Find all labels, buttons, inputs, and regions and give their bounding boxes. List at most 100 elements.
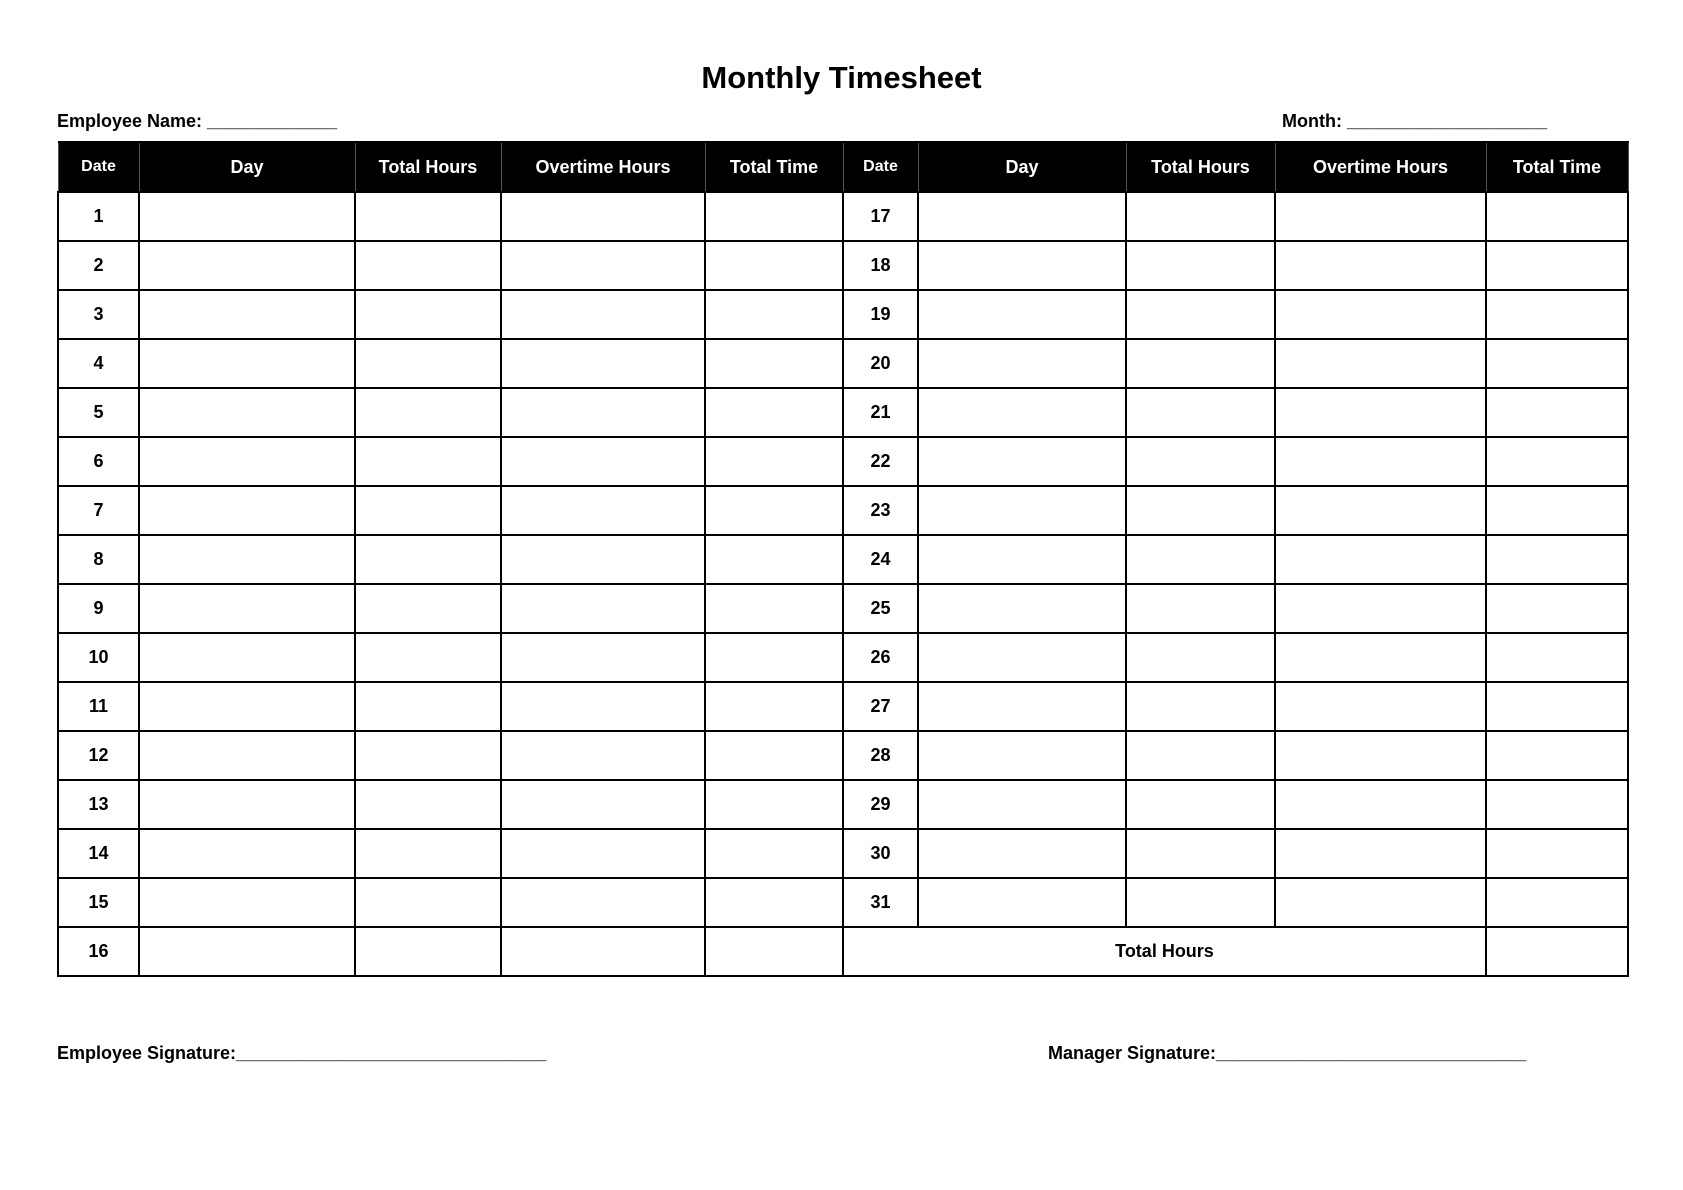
entry-cell[interactable]	[1485, 436, 1629, 487]
entry-cell[interactable]	[1274, 534, 1487, 585]
entry-cell[interactable]	[917, 240, 1127, 291]
entry-cell[interactable]	[354, 681, 502, 732]
entry-cell[interactable]	[1125, 191, 1276, 242]
entry-cell[interactable]	[138, 534, 356, 585]
entry-cell[interactable]	[704, 240, 844, 291]
entry-cell[interactable]	[354, 436, 502, 487]
entry-cell[interactable]	[1125, 387, 1276, 438]
entry-cell[interactable]	[1125, 632, 1276, 683]
entry-cell[interactable]	[1125, 730, 1276, 781]
entry-cell[interactable]	[1485, 191, 1629, 242]
entry-cell[interactable]	[704, 534, 844, 585]
entry-cell[interactable]	[354, 828, 502, 879]
entry-cell[interactable]	[1125, 583, 1276, 634]
entry-cell[interactable]	[704, 632, 844, 683]
entry-cell[interactable]	[1485, 289, 1629, 340]
entry-cell[interactable]	[500, 387, 706, 438]
entry-cell[interactable]	[354, 632, 502, 683]
entry-cell[interactable]	[138, 681, 356, 732]
entry-cell[interactable]	[500, 338, 706, 389]
entry-cell[interactable]	[1125, 338, 1276, 389]
entry-cell[interactable]	[138, 926, 356, 977]
entry-cell[interactable]	[1125, 828, 1276, 879]
entry-cell[interactable]	[354, 730, 502, 781]
entry-cell[interactable]	[138, 779, 356, 830]
entry-cell[interactable]	[704, 926, 844, 977]
entry-cell[interactable]	[500, 828, 706, 879]
entry-cell[interactable]	[1274, 681, 1487, 732]
entry-cell[interactable]	[704, 583, 844, 634]
entry-cell[interactable]	[1485, 534, 1629, 585]
entry-cell[interactable]	[1274, 779, 1487, 830]
entry-cell[interactable]	[704, 387, 844, 438]
entry-cell[interactable]	[704, 681, 844, 732]
entry-cell[interactable]	[138, 240, 356, 291]
month-field[interactable]: Month: ____________________	[1282, 111, 1548, 131]
entry-cell[interactable]	[354, 583, 502, 634]
entry-cell[interactable]	[917, 485, 1127, 536]
entry-cell[interactable]	[354, 191, 502, 242]
entry-cell[interactable]	[500, 583, 706, 634]
entry-cell[interactable]	[500, 191, 706, 242]
entry-cell[interactable]	[1485, 387, 1629, 438]
entry-cell[interactable]	[500, 877, 706, 928]
entry-cell[interactable]	[1274, 289, 1487, 340]
entry-cell[interactable]	[704, 828, 844, 879]
entry-cell[interactable]	[354, 289, 502, 340]
entry-cell[interactable]	[138, 877, 356, 928]
entry-cell[interactable]	[1485, 632, 1629, 683]
entry-cell[interactable]	[917, 387, 1127, 438]
entry-cell[interactable]	[138, 485, 356, 536]
entry-cell[interactable]	[500, 681, 706, 732]
entry-cell[interactable]	[917, 289, 1127, 340]
entry-cell[interactable]	[704, 191, 844, 242]
entry-cell[interactable]	[354, 485, 502, 536]
entry-cell[interactable]	[1274, 240, 1487, 291]
entry-cell[interactable]	[1125, 289, 1276, 340]
entry-cell[interactable]	[704, 779, 844, 830]
employee-signature-field[interactable]: Employee Signature:_____________________…	[57, 1043, 547, 1063]
total-hours-value[interactable]	[1485, 926, 1629, 977]
entry-cell[interactable]	[1485, 877, 1629, 928]
entry-cell[interactable]	[1274, 387, 1487, 438]
entry-cell[interactable]	[138, 338, 356, 389]
entry-cell[interactable]	[1274, 583, 1487, 634]
entry-cell[interactable]	[138, 828, 356, 879]
entry-cell[interactable]	[138, 632, 356, 683]
entry-cell[interactable]	[138, 583, 356, 634]
entry-cell[interactable]	[917, 779, 1127, 830]
entry-cell[interactable]	[917, 877, 1127, 928]
entry-cell[interactable]	[917, 191, 1127, 242]
entry-cell[interactable]	[1274, 632, 1487, 683]
entry-cell[interactable]	[500, 485, 706, 536]
entry-cell[interactable]	[500, 436, 706, 487]
entry-cell[interactable]	[1125, 436, 1276, 487]
entry-cell[interactable]	[138, 730, 356, 781]
entry-cell[interactable]	[1485, 681, 1629, 732]
entry-cell[interactable]	[1274, 436, 1487, 487]
entry-cell[interactable]	[500, 534, 706, 585]
entry-cell[interactable]	[704, 485, 844, 536]
entry-cell[interactable]	[138, 387, 356, 438]
entry-cell[interactable]	[138, 289, 356, 340]
entry-cell[interactable]	[1125, 485, 1276, 536]
entry-cell[interactable]	[500, 240, 706, 291]
entry-cell[interactable]	[704, 436, 844, 487]
entry-cell[interactable]	[354, 240, 502, 291]
entry-cell[interactable]	[917, 338, 1127, 389]
entry-cell[interactable]	[1125, 681, 1276, 732]
entry-cell[interactable]	[1485, 730, 1629, 781]
entry-cell[interactable]	[500, 779, 706, 830]
entry-cell[interactable]	[1274, 191, 1487, 242]
entry-cell[interactable]	[917, 436, 1127, 487]
entry-cell[interactable]	[917, 534, 1127, 585]
entry-cell[interactable]	[1485, 338, 1629, 389]
entry-cell[interactable]	[704, 730, 844, 781]
entry-cell[interactable]	[1274, 877, 1487, 928]
entry-cell[interactable]	[354, 877, 502, 928]
entry-cell[interactable]	[354, 338, 502, 389]
entry-cell[interactable]	[500, 926, 706, 977]
entry-cell[interactable]	[500, 289, 706, 340]
entry-cell[interactable]	[704, 338, 844, 389]
entry-cell[interactable]	[1125, 779, 1276, 830]
